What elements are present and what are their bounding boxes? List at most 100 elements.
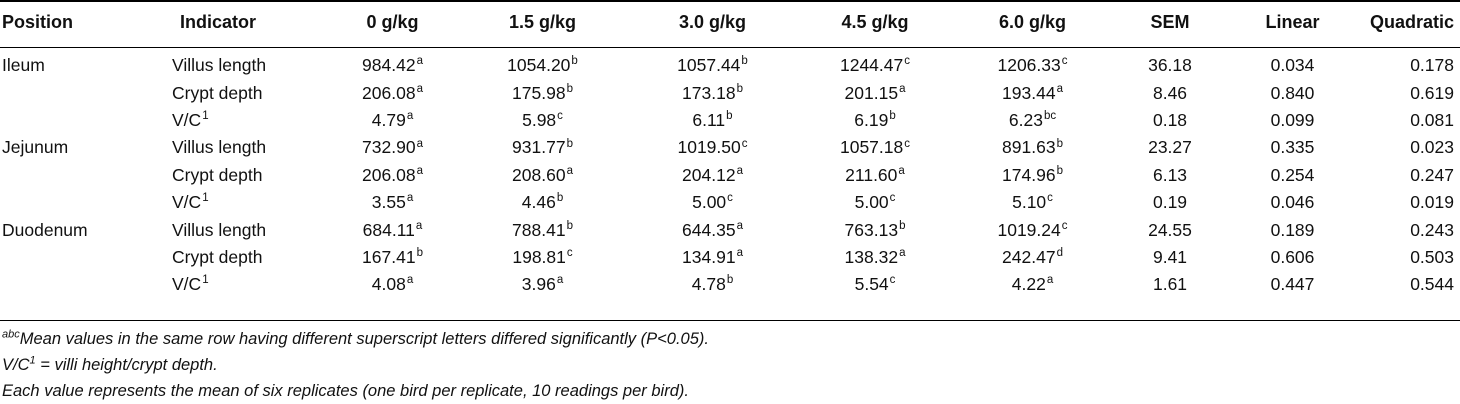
cell-dose-value: 198.81c: [455, 244, 630, 271]
cell-quadratic: 0.023: [1410, 137, 1454, 158]
indicator-superscript: 1: [202, 110, 209, 123]
footnote-significance-superscript: abc: [2, 328, 20, 341]
cell-position: [0, 79, 170, 106]
cell-linear: 0.034: [1270, 55, 1315, 76]
cell-dose-value: 6.11b: [630, 107, 795, 134]
dose-value: 6.11: [692, 109, 726, 130]
significance-letter: a: [416, 164, 423, 177]
indicator-text: Crypt depth: [172, 82, 263, 103]
significance-letter: a: [416, 137, 423, 150]
dose-value: 211.60: [845, 164, 898, 185]
table-row: Crypt depth 167.41b 198.81c 134.91a 138.32a 2…: [0, 244, 1460, 271]
header-quadratic: Quadratic: [1369, 11, 1454, 32]
significance-letter: b: [741, 55, 748, 68]
cell-dose-value: 4.46b: [455, 189, 630, 216]
dose-value: 732.90: [362, 137, 416, 158]
header-indicator: Indicator: [180, 11, 257, 32]
significance-letter: b: [899, 219, 906, 232]
significance-letter: a: [898, 164, 905, 177]
significance-letter: c: [727, 192, 733, 205]
cell-sem: 36.18: [1148, 55, 1192, 76]
dose-value: 684.11: [362, 219, 415, 240]
table-row: Crypt depth 206.08a 175.98b 173.18b 201.15a 1…: [0, 79, 1460, 106]
indicator-text: Crypt depth: [172, 246, 263, 267]
significance-letter: a: [416, 82, 423, 95]
significance-letter: b: [1056, 137, 1063, 150]
dose-value: 5.00: [692, 192, 727, 213]
significance-letter: c: [904, 137, 910, 150]
indicator-text: Villus length: [172, 219, 267, 240]
cell-sem: 8.46: [1152, 82, 1188, 103]
significance-letter: a: [406, 274, 414, 287]
significance-letter: b: [1056, 164, 1063, 177]
dose-value: 208.60: [512, 164, 566, 185]
dose-value: 206.08: [362, 82, 416, 103]
significance-letter: a: [736, 247, 743, 260]
dose-value: 167.41: [362, 246, 416, 267]
header-linear: Linear: [1265, 11, 1320, 32]
dose-value: 4.78: [691, 274, 726, 295]
footnote-vc-text: = villi height/crypt depth.: [35, 356, 218, 374]
cell-dose-value: 1019.24c: [955, 216, 1110, 243]
dose-value: 1019.50: [677, 137, 741, 158]
dose-value: 788.41: [512, 219, 566, 240]
significance-letter: bc: [1043, 110, 1057, 123]
significance-letter: a: [736, 164, 743, 177]
significance-letter: a: [899, 247, 906, 260]
cell-linear: 0.254: [1270, 164, 1315, 185]
cell-dose-value: 204.12a: [630, 162, 795, 189]
cell-indicator: V/C1: [170, 107, 330, 134]
dose-value: 1019.24: [997, 219, 1061, 240]
dose-value: 138.32: [844, 246, 899, 267]
cell-dose-value: 788.41b: [455, 216, 630, 243]
significance-letter: b: [566, 219, 573, 232]
dose-value: 1057.18: [839, 137, 904, 158]
dose-value: 1054.20: [507, 55, 571, 76]
dose-value: 242.47: [1002, 246, 1056, 267]
dose-value: 5.00: [854, 192, 889, 213]
cell-indicator: Villus length: [170, 216, 330, 243]
significance-letter: c: [889, 192, 896, 205]
cell-dose-value: 732.90a: [330, 134, 455, 161]
significance-letter: a: [566, 164, 573, 177]
significance-letter: a: [1046, 274, 1054, 287]
cell-dose-value: 1057.18c: [795, 134, 955, 161]
indicator-text: Villus length: [172, 55, 267, 76]
cell-dose-value: 211.60a: [795, 162, 955, 189]
dose-value: 206.08: [362, 164, 416, 185]
cell-dose-value: 3.96a: [455, 271, 630, 298]
dose-value: 1057.44: [677, 55, 741, 76]
cell-linear: 0.189: [1270, 219, 1315, 240]
cell-position: Duodenum: [2, 219, 88, 240]
significance-letter: c: [1047, 192, 1053, 205]
table-footnotes: abcMean values in the same row having di…: [2, 326, 1452, 404]
significance-letter: a: [415, 219, 423, 232]
table-bottom-rule: [0, 320, 1460, 321]
cell-dose-value: 174.96b: [955, 162, 1110, 189]
cell-sem: 24.55: [1148, 219, 1192, 240]
significance-letter: b: [726, 110, 733, 123]
table-row: Crypt depth 206.08a 208.60a 204.12a 211.60a 1…: [0, 162, 1460, 189]
header-dose-4-5: 4.5 g/kg: [841, 11, 909, 32]
significance-letter: b: [566, 82, 573, 95]
table-row: V/C1 4.79a 5.98c 6.11b 6.19b 6.23bc 0.18 0.099 0…: [0, 107, 1460, 134]
cell-indicator: Villus length: [170, 134, 330, 161]
indicator-text: Crypt depth: [172, 164, 263, 185]
cell-dose-value: 5.98c: [455, 107, 630, 134]
header-position: Position: [2, 11, 73, 32]
cell-sem: 6.13: [1152, 164, 1188, 185]
table-body: Ileum Villus length 984.42a 1054.20b 1057.44…: [0, 48, 1460, 299]
significance-letter: c: [557, 110, 563, 123]
table-row: Duodenum Villus length 684.11a 788.41b 644.3…: [0, 216, 1460, 243]
cell-linear: 0.606: [1270, 246, 1315, 267]
cell-dose-value: 5.00c: [795, 189, 955, 216]
cell-dose-value: 1057.44b: [630, 48, 795, 79]
indicator-text: V/C: [172, 274, 202, 295]
cell-linear: 0.335: [1270, 137, 1315, 158]
table-row: V/C1 3.55a 4.46b 5.00c 5.00c 5.10c 0.19 0.046 0.…: [0, 189, 1460, 216]
cell-dose-value: 1244.47c: [795, 48, 955, 79]
cell-dose-value: 175.98b: [455, 79, 630, 106]
dose-value: 931.77: [512, 137, 566, 158]
significance-letter: b: [416, 247, 423, 260]
significance-letter: b: [556, 192, 564, 205]
